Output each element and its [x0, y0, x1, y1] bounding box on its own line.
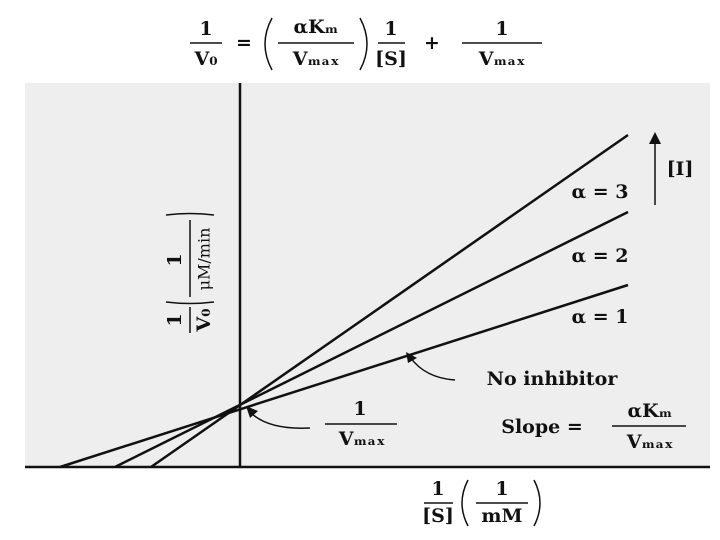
line-alpha-2	[114, 210, 629, 469]
equation: 1 V₀ = αKₘ Vₘₐₓ 1 [S] + 1 Vₘₐₓ	[190, 16, 542, 71]
arrow	[249, 411, 311, 429]
eq-text: 1	[495, 18, 508, 40]
axis-text: μM/min	[195, 228, 214, 291]
axis-text: 1	[164, 253, 186, 266]
eq-text: V₀	[193, 48, 217, 70]
x-axis-label: 1 [S] 1 mM	[422, 478, 541, 527]
plot-area	[25, 83, 710, 467]
axis-text: mM	[481, 505, 522, 527]
paren	[165, 301, 215, 305]
annotation: αKₘ	[628, 400, 673, 422]
arrowhead	[406, 352, 417, 363]
eq-text: 1	[384, 18, 397, 40]
eq-text: 1	[199, 18, 212, 40]
line-label: α = 3	[572, 181, 629, 203]
line-label: α = 2	[572, 245, 629, 267]
paren	[533, 479, 541, 527]
paren	[165, 212, 215, 216]
eq-text: Vₘₐₓ	[478, 48, 525, 70]
paren	[461, 479, 469, 527]
axis-text: V₀	[193, 308, 215, 332]
axis-text: 1	[164, 313, 186, 326]
annotation: Vₘₐₓ	[338, 428, 385, 450]
arrow-label: [I]	[667, 158, 694, 180]
eq-text: +	[424, 32, 440, 54]
eq-text: Vₘₐₓ	[292, 48, 339, 70]
paren	[264, 17, 273, 71]
eq-text: αKₘ	[294, 16, 339, 38]
arrowhead	[246, 406, 258, 418]
line-no-inhibitor	[59, 283, 629, 469]
annotation: Slope =	[501, 416, 583, 438]
annotation: Vₘₐₓ	[626, 431, 673, 453]
axis-text: 1	[495, 478, 508, 500]
arrowhead	[649, 132, 661, 144]
axis-text: 1	[431, 478, 444, 500]
line-alpha-3	[150, 133, 629, 469]
paren	[359, 17, 368, 71]
annotation: 1	[353, 398, 366, 420]
eq-text: =	[236, 32, 252, 54]
y-axis-label: 1 V₀ 1 μM/min	[164, 212, 215, 333]
axis-text: [S]	[422, 505, 454, 527]
line-label: α = 1	[572, 306, 629, 328]
annotation: No inhibitor	[487, 368, 619, 390]
eq-text: [S]	[375, 48, 407, 70]
